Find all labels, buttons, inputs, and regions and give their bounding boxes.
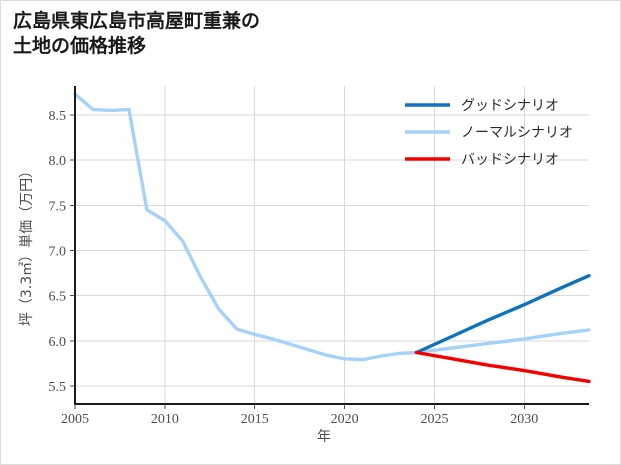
series-container	[73, 92, 591, 384]
x-axis-title: 年	[317, 429, 331, 445]
y-axis-ticks: 5.5 6.0 6.5 7.0 7.5 8.0 8.5	[49, 109, 75, 395]
series-line-バッドシナリオ	[414, 350, 591, 384]
x-tick-label: 2010	[151, 412, 179, 427]
series-line-ノーマルシナリオ	[73, 92, 591, 362]
axes	[74, 86, 589, 405]
y-tick-label: 8.5	[49, 109, 67, 124]
y-tick-label: 8.0	[49, 154, 67, 169]
x-tick-label: 2015	[241, 412, 269, 427]
y-tick-label: 6.5	[49, 290, 67, 305]
page-title: 広島県東広島市高屋町重兼の 土地の価格推移	[13, 10, 261, 58]
x-tick-label: 2030	[510, 412, 538, 427]
y-tick-label: 7.5	[49, 199, 67, 214]
y-tick-label: 7.0	[49, 244, 67, 259]
x-tick-label: 2005	[61, 412, 89, 427]
x-axis-ticks: 2005 2010 2015 2020 2025 2030	[61, 404, 538, 427]
legend-label-normal: ノーマルシナリオ	[461, 125, 573, 141]
y-axis-title: 坪（3.3㎡）単価（万円）	[19, 164, 35, 326]
axis-titles: 年 坪（3.3㎡）単価（万円）	[19, 164, 331, 445]
legend-label-good: グッドシナリオ	[461, 98, 559, 114]
y-tick-label: 6.0	[49, 335, 67, 350]
legend-label-bad: バッドシナリオ	[461, 152, 559, 168]
x-tick-label: 2025	[420, 412, 448, 427]
y-tick-label: 5.5	[49, 380, 67, 395]
series-line-グッドシナリオ	[414, 274, 591, 355]
x-grid	[164, 86, 525, 404]
x-tick-label: 2020	[331, 412, 359, 427]
